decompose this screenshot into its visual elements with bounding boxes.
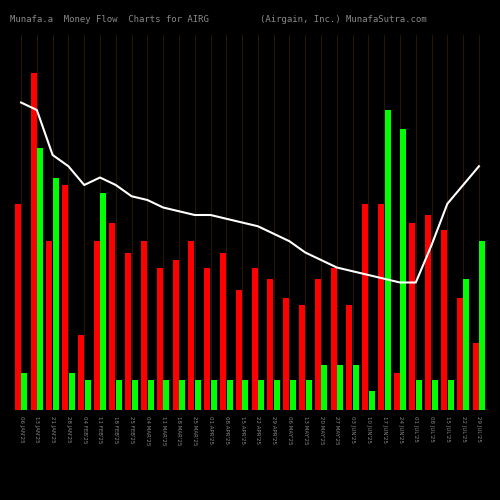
Bar — [441, 230, 447, 410]
Bar — [258, 380, 264, 410]
Bar — [400, 128, 406, 410]
Bar — [378, 204, 384, 410]
Bar — [274, 380, 280, 410]
Bar — [188, 242, 194, 410]
Bar — [37, 148, 43, 410]
Bar — [141, 242, 147, 410]
Bar — [100, 192, 106, 410]
Bar — [314, 278, 320, 410]
Bar — [368, 391, 374, 410]
Bar — [448, 380, 454, 410]
Bar — [432, 380, 438, 410]
Bar — [164, 380, 170, 410]
Bar — [480, 242, 486, 410]
Text: (Airgain, Inc.) MunafaSutra.com: (Airgain, Inc.) MunafaSutra.com — [260, 15, 426, 24]
Bar — [14, 204, 20, 410]
Bar — [62, 185, 68, 410]
Bar — [148, 380, 154, 410]
Bar — [46, 242, 52, 410]
Bar — [53, 178, 59, 410]
Bar — [172, 260, 178, 410]
Bar — [226, 380, 232, 410]
Bar — [322, 365, 328, 410]
Bar — [464, 278, 469, 410]
Bar — [283, 298, 289, 410]
Bar — [472, 342, 478, 410]
Bar — [306, 380, 312, 410]
Bar — [330, 268, 336, 410]
Text: Munafa.a  Money Flow  Charts for AIRG: Munafa.a Money Flow Charts for AIRG — [10, 15, 209, 24]
Bar — [252, 268, 258, 410]
Bar — [94, 242, 100, 410]
Bar — [299, 305, 305, 410]
Bar — [242, 380, 248, 410]
Bar — [384, 110, 390, 410]
Bar — [416, 380, 422, 410]
Bar — [236, 290, 242, 410]
Bar — [126, 252, 132, 410]
Bar — [84, 380, 90, 410]
Bar — [220, 252, 226, 410]
Bar — [195, 380, 201, 410]
Bar — [30, 72, 36, 410]
Bar — [78, 335, 84, 410]
Bar — [68, 372, 74, 410]
Bar — [362, 204, 368, 410]
Bar — [116, 380, 122, 410]
Bar — [132, 380, 138, 410]
Bar — [22, 372, 28, 410]
Bar — [426, 215, 432, 410]
Bar — [204, 268, 210, 410]
Bar — [290, 380, 296, 410]
Bar — [268, 278, 274, 410]
Bar — [110, 222, 116, 410]
Bar — [410, 222, 416, 410]
Bar — [457, 298, 463, 410]
Bar — [353, 365, 359, 410]
Bar — [157, 268, 163, 410]
Bar — [394, 372, 400, 410]
Bar — [346, 305, 352, 410]
Bar — [180, 380, 186, 410]
Bar — [337, 365, 343, 410]
Bar — [211, 380, 217, 410]
